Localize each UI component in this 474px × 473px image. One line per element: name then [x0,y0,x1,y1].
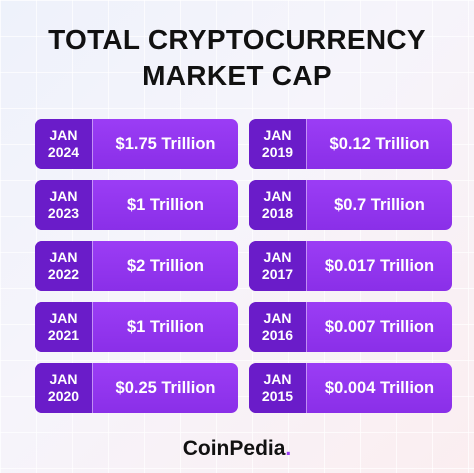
brand-name: CoinPedia [182,437,286,460]
card-divider [306,302,307,352]
market-cap-card: JAN 2020 $0.25 Trillion [35,363,238,413]
card-date: JAN 2018 [249,180,306,230]
card-year: 2021 [47,327,80,343]
card-divider [92,180,93,230]
card-year: 2024 [47,144,80,160]
card-month: JAN [49,188,78,204]
market-cap-card: JAN 2015 $0.004 Trillion [249,363,452,413]
card-date: JAN 2021 [35,302,92,352]
card-value: $0.007 Trillion [324,317,435,336]
card-month: JAN [49,249,78,265]
market-cap-card: JAN 2016 $0.007 Trillion [249,302,452,352]
title-line-2: MARKET CAP [142,60,332,91]
left-column: JAN 2024 $1.75 Trillion JAN 2023 $1 Tril… [35,119,238,424]
card-divider [92,119,93,169]
card-year: 2015 [261,388,294,404]
card-year: 2019 [261,144,294,160]
card-date: JAN 2019 [249,119,306,169]
card-date: JAN 2015 [249,363,306,413]
market-cap-card: JAN 2019 $0.12 Trillion [249,119,452,169]
card-value: $0.25 Trillion [115,378,216,397]
brand-logo: CoinPedia. [0,437,474,461]
card-value: $0.004 Trillion [324,378,435,397]
card-date: JAN 2016 [249,302,306,352]
card-year: 2023 [47,205,80,221]
market-cap-card: JAN 2023 $1 Trillion [35,180,238,230]
card-value: $0.7 Trillion [334,195,425,214]
card-year: 2016 [261,327,294,343]
card-year: 2020 [47,388,80,404]
card-value: $2 Trillion [126,256,205,275]
card-date: JAN 2024 [35,119,92,169]
title-line-1: TOTAL CRYPTOCURRENCY [48,24,426,55]
card-date: JAN 2022 [35,241,92,291]
card-divider [306,180,307,230]
card-month: JAN [49,371,78,387]
market-cap-card: JAN 2017 $0.017 Trillion [249,241,452,291]
card-date: JAN 2020 [35,363,92,413]
brand-dot: . [285,437,292,460]
card-date: JAN 2017 [249,241,306,291]
page-title: TOTAL CRYPTOCURRENCY MARKET CAP [0,22,474,94]
card-divider [306,119,307,169]
market-cap-card: JAN 2021 $1 Trillion [35,302,238,352]
card-year: 2017 [261,266,294,282]
card-month: JAN [263,249,292,265]
card-value: $0.12 Trillion [329,134,430,153]
right-column: JAN 2019 $0.12 Trillion JAN 2018 $0.7 Tr… [249,119,452,424]
card-month: JAN [49,310,78,326]
card-divider [306,241,307,291]
market-cap-card: JAN 2024 $1.75 Trillion [35,119,238,169]
card-month: JAN [263,127,292,143]
card-value: $1 Trillion [126,317,205,336]
market-cap-card: JAN 2018 $0.7 Trillion [249,180,452,230]
card-year: 2022 [47,266,80,282]
card-value: $1.75 Trillion [115,134,216,153]
card-month: JAN [263,188,292,204]
card-year: 2018 [261,205,294,221]
card-month: JAN [49,127,78,143]
card-divider [92,241,93,291]
card-value: $0.017 Trillion [324,256,435,275]
card-divider [92,302,93,352]
card-date: JAN 2023 [35,180,92,230]
card-divider [92,363,93,413]
market-cap-card: JAN 2022 $2 Trillion [35,241,238,291]
card-value: $1 Trillion [126,195,205,214]
card-month: JAN [263,310,292,326]
card-month: JAN [263,371,292,387]
card-divider [306,363,307,413]
